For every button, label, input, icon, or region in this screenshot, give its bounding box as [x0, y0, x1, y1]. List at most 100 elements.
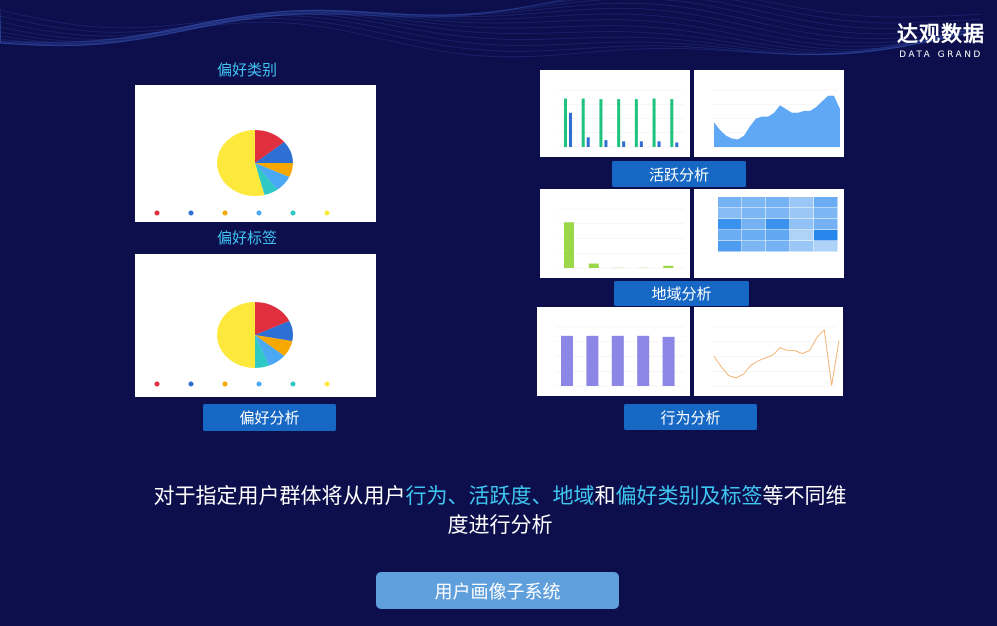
- heatmap-cell: [742, 197, 766, 208]
- wave-line: [0, 18, 981, 56]
- bar: [586, 335, 599, 386]
- pie-slice: [255, 335, 293, 357]
- pie-slice: [217, 130, 265, 196]
- area-series: [714, 95, 840, 147]
- heatmap-cell: [742, 230, 766, 241]
- active-area-chart-card: [694, 70, 844, 157]
- pie-slice: [255, 163, 293, 178]
- bar: [564, 98, 567, 147]
- wave-line: [0, 2, 981, 43]
- heatmap-cell: [814, 219, 838, 230]
- wave-line: [0, 12, 981, 55]
- legend-marker: [256, 381, 262, 387]
- pie-slice: [255, 335, 285, 366]
- description-text: 对于指定用户群体将从用户行为、活跃度、地域和偏好类别及标签等不同维度进行分析: [153, 484, 847, 537]
- preference-analysis-button[interactable]: 偏好分析: [203, 404, 336, 431]
- heatmap-cell: [718, 241, 742, 252]
- bar: [622, 141, 626, 147]
- bar: [611, 335, 624, 386]
- heatmap-cell: [814, 230, 838, 241]
- heatmap-cell: [766, 230, 790, 241]
- bar: [657, 141, 661, 147]
- bar: [604, 140, 608, 147]
- heatmap-cell: [814, 241, 838, 252]
- heatmap-cell: [790, 197, 814, 208]
- bar: [617, 99, 621, 147]
- heatmap-cell: [742, 219, 766, 230]
- heatmap-cell: [790, 241, 814, 252]
- heatmap-cell: [718, 208, 742, 219]
- wave-line: [0, 0, 981, 33]
- preference-tag-label: 偏好标签: [216, 229, 277, 247]
- wave-line: [0, 9, 981, 47]
- legend-marker: [290, 210, 296, 216]
- preference-tag-pie-card: [135, 254, 376, 397]
- bar: [634, 99, 638, 147]
- legend-marker: [188, 381, 194, 387]
- bar: [564, 222, 574, 268]
- wave-line: [0, 15, 981, 56]
- heatmap-cell: [742, 208, 766, 219]
- region-bar-chart-card: [540, 189, 690, 278]
- heatmap-cell: [790, 208, 814, 219]
- active-bar-chart-card: [540, 70, 690, 157]
- heatmap-cell: [766, 197, 790, 208]
- bar: [652, 98, 656, 147]
- wave-line: [0, 7, 981, 45]
- pie-slice: [255, 163, 278, 195]
- wave-line: [0, 11, 981, 54]
- bar: [581, 98, 585, 147]
- legend-marker: [222, 381, 228, 387]
- bar: [670, 99, 674, 147]
- bar: [637, 335, 650, 386]
- legend-marker: [256, 210, 262, 216]
- heatmap-cell: [790, 219, 814, 230]
- wave-line: [0, 0, 981, 29]
- user-portrait-subsystem-button[interactable]: 用户画像子系统: [376, 572, 619, 609]
- pie-slice: [217, 302, 255, 368]
- logo: 达观数据 DATA GRAND: [897, 22, 985, 60]
- pie-slice: [255, 141, 293, 163]
- behavior-analysis-button[interactable]: 行为分析: [624, 404, 757, 430]
- wave-line: [0, 0, 981, 40]
- heatmap-cell: [718, 219, 742, 230]
- legend-marker: [222, 210, 228, 216]
- bar: [586, 137, 590, 147]
- behavior-bar-chart-card: [537, 307, 690, 396]
- wave-line: [0, 0, 981, 37]
- heatmap-cell: [814, 197, 838, 208]
- bar: [561, 335, 573, 386]
- legend-marker: [154, 381, 160, 387]
- heatmap-cell: [814, 208, 838, 219]
- line-series: [713, 329, 840, 386]
- pie-slice: [255, 302, 290, 335]
- behavior-line-chart-card: [694, 307, 843, 396]
- heatmap-cell: [742, 241, 766, 252]
- bar: [588, 263, 599, 268]
- heatmap-cell: [790, 230, 814, 241]
- legend-marker: [154, 210, 160, 216]
- preference-category-label: 偏好类别: [216, 61, 277, 79]
- legend-marker: [324, 381, 330, 387]
- legend-marker: [324, 210, 330, 216]
- bar: [599, 99, 603, 147]
- bar: [569, 112, 572, 147]
- bar: [675, 142, 679, 147]
- wave-line: [0, 9, 981, 50]
- heatmap-cell: [766, 241, 790, 252]
- heatmap-cell: [718, 197, 742, 208]
- heatmap-cell: [766, 219, 790, 230]
- active-analysis-button[interactable]: 活跃分析: [612, 161, 746, 187]
- wave-line: [0, 21, 981, 58]
- region-analysis-button[interactable]: 地域分析: [614, 281, 749, 306]
- pie-slice: [255, 320, 293, 342]
- heatmap-cell: [718, 230, 742, 241]
- pie-slice: [255, 130, 285, 163]
- preference-category-pie-card: [135, 85, 376, 222]
- bar: [639, 141, 643, 147]
- bar: [663, 265, 674, 268]
- pie-slice: [255, 335, 269, 368]
- pie-slice: [255, 163, 290, 190]
- bar: [662, 336, 675, 386]
- region-heatmap-card: [694, 189, 844, 278]
